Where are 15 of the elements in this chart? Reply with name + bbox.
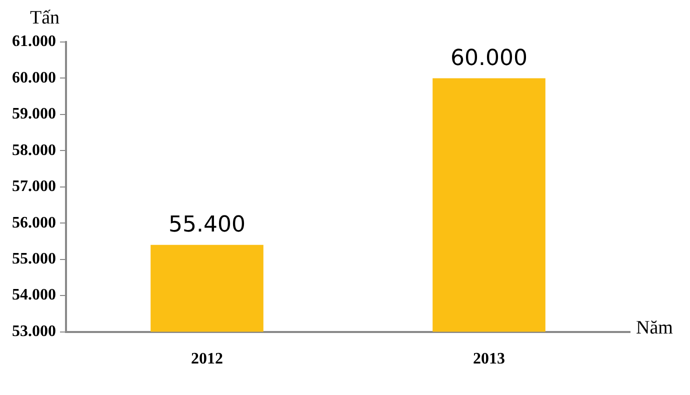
x-tick-label: 2012 (191, 350, 223, 368)
data-label: 60.000 (450, 46, 528, 71)
x-axis-title: Năm (636, 317, 674, 338)
y-tick-label: 53.000 (12, 322, 56, 340)
y-tick-label: 56.000 (12, 214, 56, 232)
y-tick-label: 59.000 (12, 106, 56, 123)
y-tick-label: 55.000 (12, 250, 56, 268)
y-tick-label: 54.000 (12, 286, 56, 304)
y-tick-label: 60.000 (12, 69, 56, 86)
data-label: 55.400 (168, 212, 246, 238)
x-tick-label: 2013 (473, 350, 505, 368)
y-tick-label: 57.000 (12, 178, 56, 196)
y-tick-label: 61.000 (12, 33, 56, 50)
y-axis-title: Tấn (30, 7, 60, 28)
y-tick-label: 58.000 (12, 142, 56, 159)
